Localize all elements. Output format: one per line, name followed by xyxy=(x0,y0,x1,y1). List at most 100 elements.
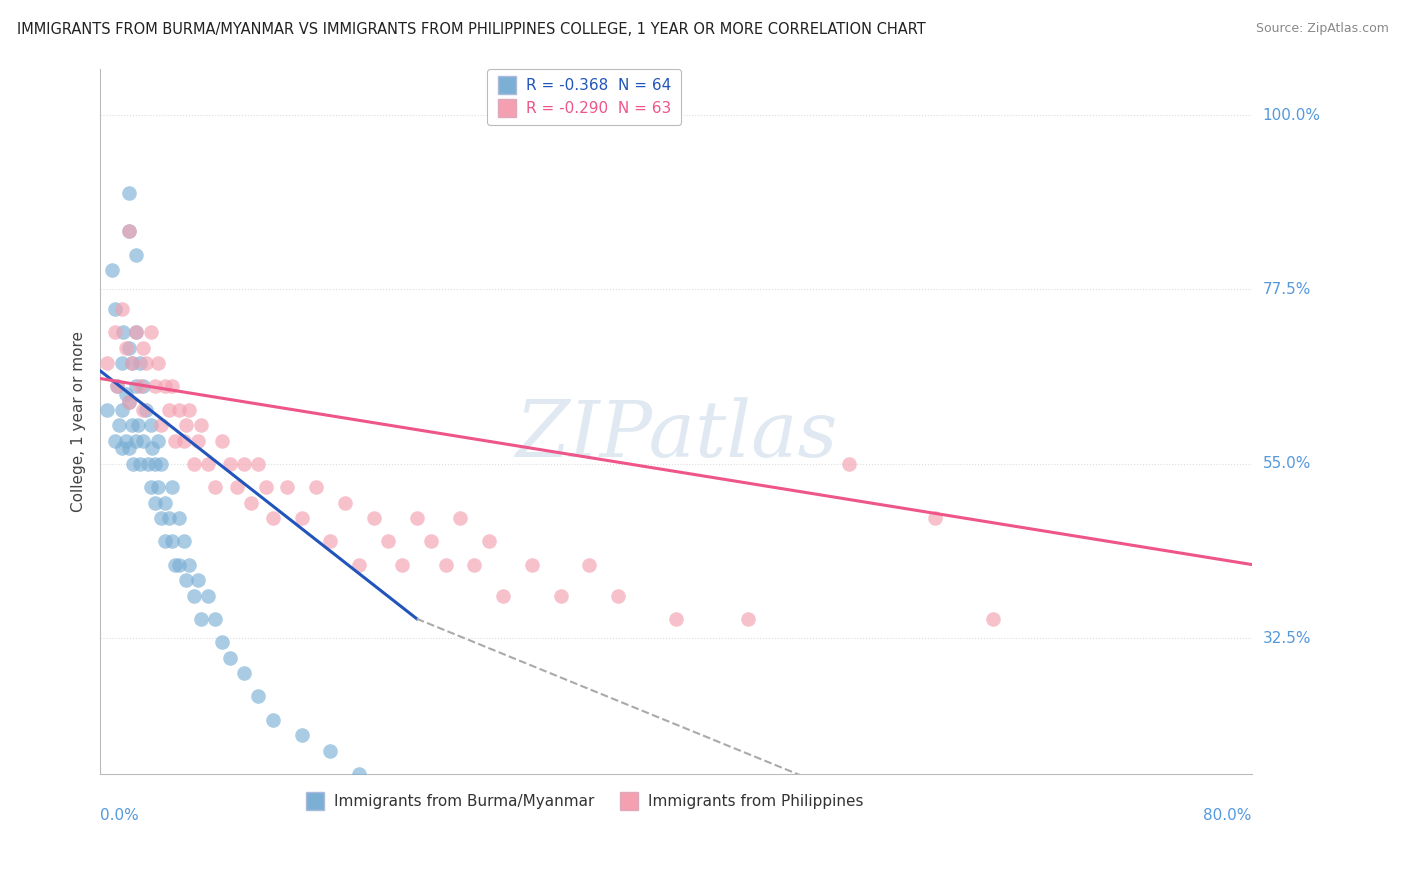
Point xyxy=(125,325,148,339)
Point xyxy=(132,434,155,448)
Point xyxy=(136,457,159,471)
Point xyxy=(578,558,600,572)
Point xyxy=(405,511,427,525)
Point xyxy=(115,341,138,355)
Text: 32.5%: 32.5% xyxy=(1263,631,1312,646)
Point xyxy=(112,325,135,339)
Point xyxy=(118,186,141,200)
Point xyxy=(153,534,176,549)
Point xyxy=(492,589,515,603)
Point xyxy=(143,495,166,509)
Text: Source: ZipAtlas.com: Source: ZipAtlas.com xyxy=(1256,22,1389,36)
Point xyxy=(319,534,342,549)
Point xyxy=(111,402,134,417)
Point xyxy=(190,612,212,626)
Text: 100.0%: 100.0% xyxy=(1263,108,1320,122)
Point xyxy=(197,457,219,471)
Text: 55.0%: 55.0% xyxy=(1263,457,1310,471)
Point xyxy=(153,379,176,393)
Point xyxy=(105,379,128,393)
Point xyxy=(305,480,328,494)
Point xyxy=(108,417,131,432)
Point xyxy=(129,379,152,393)
Point xyxy=(118,394,141,409)
Point xyxy=(115,434,138,448)
Point xyxy=(262,511,284,525)
Point xyxy=(204,480,226,494)
Point xyxy=(160,379,183,393)
Point xyxy=(262,713,284,727)
Point xyxy=(291,728,314,742)
Point xyxy=(247,690,270,704)
Point xyxy=(240,495,263,509)
Point xyxy=(233,457,256,471)
Point xyxy=(176,573,198,587)
Point xyxy=(111,442,134,456)
Point xyxy=(276,480,298,494)
Point xyxy=(183,457,205,471)
Point xyxy=(363,511,385,525)
Point xyxy=(218,650,240,665)
Point xyxy=(981,612,1004,626)
Point xyxy=(146,356,169,370)
Point xyxy=(125,379,148,393)
Point xyxy=(157,511,180,525)
Text: 77.5%: 77.5% xyxy=(1263,282,1310,297)
Point xyxy=(125,325,148,339)
Point xyxy=(550,589,572,603)
Point xyxy=(169,558,191,572)
Point xyxy=(96,402,118,417)
Point xyxy=(105,379,128,393)
Point xyxy=(187,434,209,448)
Point xyxy=(924,511,946,525)
Point xyxy=(183,589,205,603)
Point xyxy=(132,379,155,393)
Point xyxy=(179,558,201,572)
Point xyxy=(118,394,141,409)
Point xyxy=(139,480,162,494)
Point xyxy=(190,417,212,432)
Point xyxy=(103,325,125,339)
Point xyxy=(218,457,240,471)
Point xyxy=(607,589,630,603)
Point xyxy=(132,341,155,355)
Point xyxy=(169,511,191,525)
Point xyxy=(141,442,163,456)
Point xyxy=(149,417,172,432)
Point xyxy=(153,495,176,509)
Point xyxy=(139,325,162,339)
Text: IMMIGRANTS FROM BURMA/MYANMAR VS IMMIGRANTS FROM PHILIPPINES COLLEGE, 1 YEAR OR : IMMIGRANTS FROM BURMA/MYANMAR VS IMMIGRA… xyxy=(17,22,925,37)
Point xyxy=(160,480,183,494)
Text: 0.0%: 0.0% xyxy=(100,808,139,823)
Point xyxy=(449,511,471,525)
Point xyxy=(420,534,443,549)
Point xyxy=(225,480,247,494)
Point xyxy=(146,480,169,494)
Point xyxy=(100,263,122,277)
Point xyxy=(173,534,195,549)
Text: ZIPatlas: ZIPatlas xyxy=(515,397,837,474)
Point xyxy=(139,417,162,432)
Point xyxy=(118,341,141,355)
Text: 80.0%: 80.0% xyxy=(1204,808,1251,823)
Point xyxy=(146,434,169,448)
Point xyxy=(211,434,233,448)
Point xyxy=(211,635,233,649)
Point xyxy=(347,766,370,780)
Point xyxy=(187,573,209,587)
Point xyxy=(478,534,501,549)
Point xyxy=(176,417,198,432)
Point xyxy=(665,612,688,626)
Point xyxy=(157,402,180,417)
Point xyxy=(463,558,485,572)
Point xyxy=(121,417,143,432)
Point xyxy=(169,402,191,417)
Y-axis label: College, 1 year or more: College, 1 year or more xyxy=(72,331,86,512)
Point xyxy=(125,434,148,448)
Point xyxy=(179,402,201,417)
Point xyxy=(149,511,172,525)
Point xyxy=(122,457,145,471)
Point xyxy=(520,558,543,572)
Point xyxy=(254,480,277,494)
Point xyxy=(434,558,457,572)
